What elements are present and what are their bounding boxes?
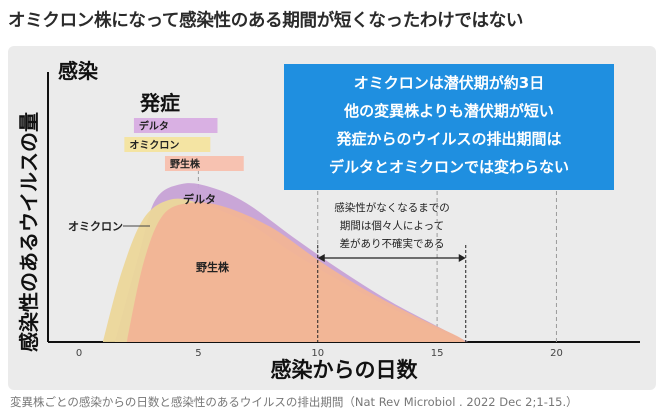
annotation-arrow-right-head <box>458 254 466 262</box>
y-axis-label: 感染性のあるウイルスの量 <box>17 112 41 352</box>
series-label-delta: デルタ <box>183 192 216 206</box>
symptom-bar-label-1: オミクロン <box>129 140 179 152</box>
annotation-line-1: 感染性がなくなるまでの <box>334 201 450 214</box>
x-tick-label-15: 15 <box>431 348 444 359</box>
annotation-line-2: 期間は個々人によって <box>340 219 444 232</box>
annotation-line-3: 差があり不確実である <box>340 237 445 250</box>
x-tick-label-0: 0 <box>76 348 82 359</box>
y-corner-label: 感染 <box>58 59 99 83</box>
annotation: 感染性がなくなるまでの 期間は個々人によって 差があり不確実である <box>317 201 467 342</box>
source-caption: 変異株ごとの感染からの日数と感染性のあるウイルスの排出期間（Nat Rev Mi… <box>10 395 578 409</box>
symptom-bar-label-2: 野生株 <box>170 158 201 171</box>
callout-box: オミクロンは潜伏期が約3日 他の変異株よりも潜伏期が短い 発症からのウイルスの排… <box>284 64 614 190</box>
area-series-2 <box>126 202 466 342</box>
symptom-bar-2 <box>164 156 244 171</box>
x-tick-label-10: 10 <box>311 348 324 359</box>
symptom-bar-label-0: デルタ <box>139 120 169 133</box>
callout-line-4: デルタとオミクロンでは変わらない <box>329 158 569 176</box>
callout-line-1: オミクロンは潜伏期が約3日 <box>354 74 544 92</box>
annotation-arrow-left-head <box>317 254 325 262</box>
callout-line-2: 他の変異株よりも潜伏期が短い <box>343 102 554 120</box>
symptom-bar-1 <box>124 137 211 152</box>
callout-line-3: 発症からのウイルスの排出期間は <box>335 130 561 148</box>
x-tick-label-5: 5 <box>195 348 201 359</box>
series-label-omicron: オミクロン <box>68 220 123 233</box>
x-axis-label: 感染からの日数 <box>271 358 419 382</box>
headline: オミクロン株になって感染性のある期間が短くなったわけではない <box>8 11 524 31</box>
symptom-bar-0 <box>133 118 218 133</box>
x-tick-label-20: 20 <box>550 348 563 359</box>
symptom-label: 発症 <box>139 91 180 115</box>
series-label-wild: 野生株 <box>196 260 230 274</box>
